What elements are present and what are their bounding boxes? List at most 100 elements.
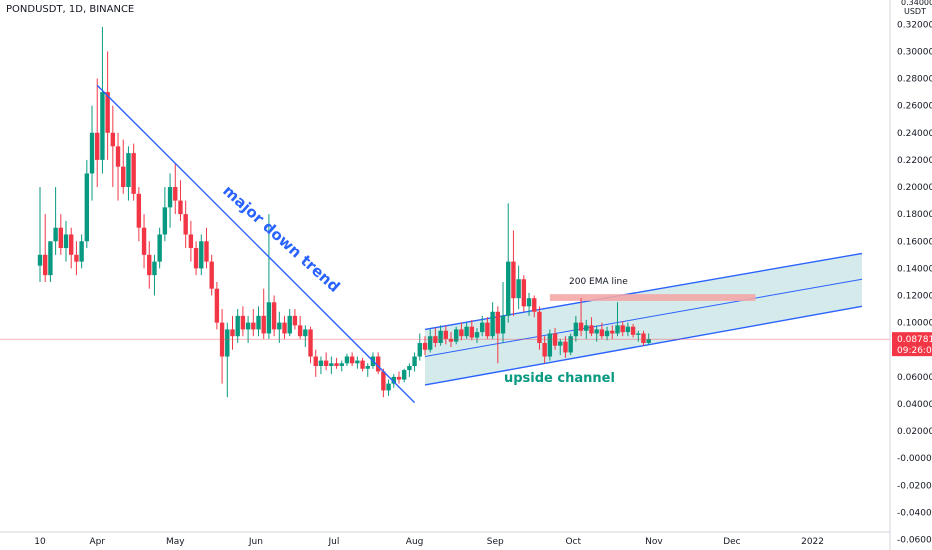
channel-fill <box>424 253 862 385</box>
x-tick-label: Sep <box>487 537 504 547</box>
candle <box>121 139 126 194</box>
candle <box>584 319 589 339</box>
candle-body <box>604 330 610 337</box>
candle-body <box>521 279 527 307</box>
x-tick-label: Apr <box>89 537 105 547</box>
y-tick-label: 0.26000 <box>897 102 932 112</box>
time-axis[interactable]: 10 Apr May Jun Jul Aug Sep Oct Nov Dec 2022 <box>0 531 890 547</box>
candle <box>464 322 469 339</box>
candle-body <box>105 92 110 133</box>
candle-body <box>240 315 246 330</box>
candle-body <box>303 329 308 337</box>
candle-body <box>500 315 506 334</box>
candle-body <box>375 356 381 372</box>
downtrend-line[interactable] <box>96 84 416 404</box>
candle-body <box>214 288 220 323</box>
candle <box>63 220 69 262</box>
y-top-value: 0.34000 <box>901 0 932 7</box>
candle-body <box>297 325 303 337</box>
candle-body <box>625 326 631 333</box>
candle-body <box>391 376 396 384</box>
candle-body <box>646 339 651 343</box>
candle-body <box>100 92 105 160</box>
candle-body <box>266 302 272 334</box>
candle-body <box>401 370 407 380</box>
channel-label: upside channel <box>504 371 615 386</box>
candle <box>589 317 594 337</box>
candle-body <box>69 234 74 255</box>
price-axis[interactable]: 0.32000 0.30000 0.28000 0.26000 0.24000 0.220… <box>889 0 932 550</box>
candle-body <box>323 360 329 367</box>
candle-body <box>630 326 636 335</box>
y-tick-label: 0.22000 <box>897 156 932 166</box>
candle <box>636 330 641 342</box>
y-tick-label: 0.24000 <box>897 129 932 139</box>
candle <box>245 315 251 343</box>
candle-body <box>173 187 178 201</box>
candle <box>625 322 631 337</box>
candle <box>126 146 131 201</box>
candle <box>84 159 90 249</box>
candle <box>443 325 448 345</box>
candle <box>141 214 147 269</box>
candle-body <box>287 315 292 334</box>
candle-body <box>360 360 365 369</box>
candle-body <box>464 326 469 337</box>
candle-body <box>365 366 370 369</box>
candle-body <box>469 326 475 338</box>
candle <box>578 298 584 337</box>
y-tick-label: 0.32000 <box>897 20 932 30</box>
candle-body <box>193 248 199 269</box>
candle-body <box>147 254 152 276</box>
ema-zone[interactable] <box>549 294 756 301</box>
candle-body <box>386 383 391 391</box>
candle-body <box>110 132 116 147</box>
candle <box>490 302 495 339</box>
candle-body <box>578 322 584 331</box>
candle <box>100 27 105 174</box>
candle-body <box>511 261 516 299</box>
candle <box>500 281 506 343</box>
candle <box>459 322 464 341</box>
candle-body <box>318 360 324 367</box>
candle-body <box>74 254 79 262</box>
countdown-value: 09:26:03 <box>897 346 932 356</box>
candle-body <box>256 315 261 330</box>
candle <box>277 311 282 343</box>
candle <box>448 332 454 348</box>
candle <box>412 352 417 372</box>
candle-body <box>620 325 625 333</box>
candle <box>318 356 324 375</box>
candle-body <box>589 325 594 334</box>
drawn-lines[interactable] <box>0 84 890 404</box>
candle <box>37 187 43 282</box>
candle-body <box>178 200 183 215</box>
candle <box>209 254 214 296</box>
candle <box>599 322 605 339</box>
y-tick-label: -0.04000 <box>897 508 932 518</box>
candle <box>183 200 188 249</box>
candle <box>547 329 553 361</box>
candle-body <box>584 325 589 331</box>
x-tick-label: Oct <box>565 537 581 547</box>
candle <box>188 220 194 262</box>
candle <box>251 309 256 337</box>
candle <box>417 333 422 361</box>
candle <box>532 295 537 318</box>
candle <box>282 315 287 339</box>
candle-body <box>563 341 568 353</box>
candle-body <box>136 193 142 228</box>
candle <box>214 281 220 330</box>
candle <box>95 78 100 188</box>
y-tick-label: -0.06000 <box>897 536 932 546</box>
candle <box>256 306 261 337</box>
candle <box>89 105 95 201</box>
y-tick-label: 0.10000 <box>897 319 932 329</box>
candle <box>204 227 209 269</box>
ema-zone-rect[interactable] <box>549 294 756 301</box>
candle <box>53 187 58 255</box>
candle <box>469 319 475 341</box>
